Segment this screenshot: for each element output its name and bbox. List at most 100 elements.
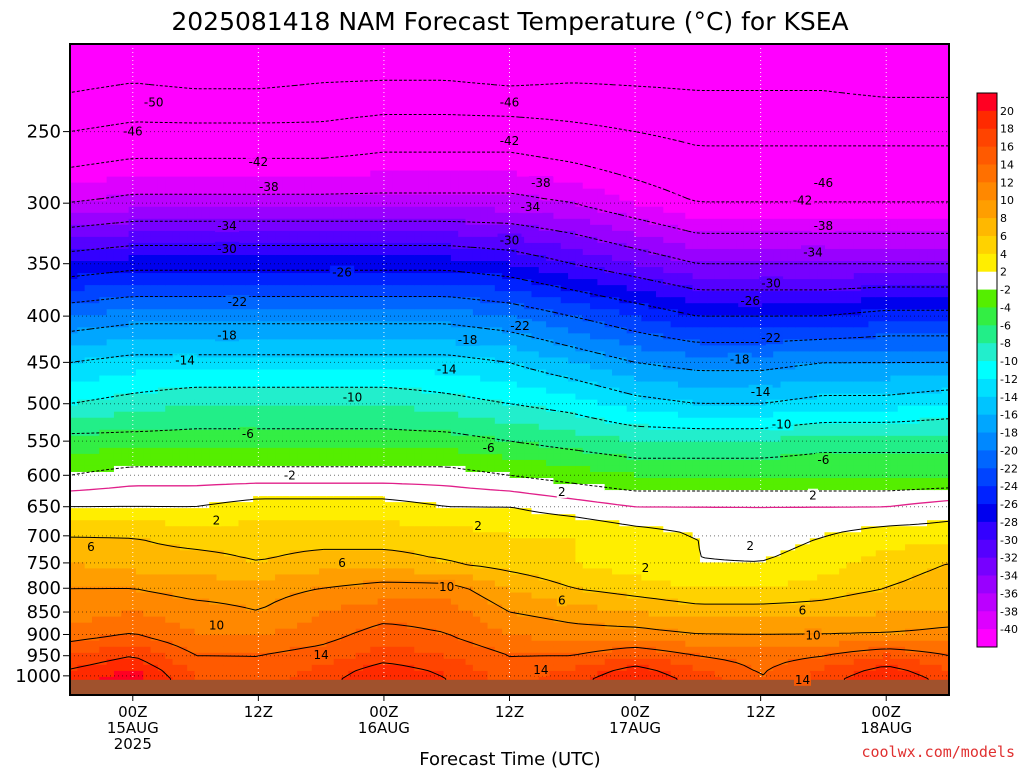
field-cell: [216, 375, 225, 383]
field-cell: [399, 411, 408, 419]
field-cell: [267, 550, 276, 557]
field-cell: [172, 170, 181, 178]
field-cell: [297, 447, 305, 455]
field-cell: [384, 502, 393, 509]
field-cell: [392, 622, 401, 630]
field-cell: [128, 44, 137, 51]
field-cell: [172, 188, 181, 196]
field-cell: [165, 116, 174, 123]
field-cell: [216, 496, 225, 503]
field-cell: [187, 387, 196, 395]
field-cell: [341, 92, 349, 99]
field-cell: [179, 327, 188, 334]
field-cell: [275, 279, 284, 286]
field-cell: [216, 586, 225, 594]
field-cell: [77, 598, 86, 606]
field-cell: [355, 363, 364, 371]
field-cell: [121, 604, 130, 612]
field-cell: [91, 459, 100, 467]
field-cell: [319, 315, 327, 322]
field-cell: [106, 405, 115, 413]
field-cell: [91, 170, 100, 178]
field-cell: [143, 146, 152, 154]
field-cell: [399, 242, 408, 250]
field-cell: [363, 230, 371, 238]
field-cell: [216, 206, 225, 214]
field-cell: [311, 592, 320, 600]
field-cell: [384, 62, 393, 69]
field-cell: [238, 640, 247, 648]
field-cell: [363, 508, 371, 515]
field-cell: [77, 303, 86, 310]
field-cell: [355, 230, 364, 238]
field-cell: [113, 387, 122, 395]
field-cell: [106, 622, 115, 630]
field-cell: [84, 496, 93, 503]
field-cell: [165, 393, 174, 401]
field-cell: [384, 447, 393, 455]
field-cell: [172, 556, 181, 563]
field-cell: [143, 339, 152, 346]
field-cell: [113, 658, 122, 666]
field-cell: [267, 285, 276, 292]
field-cell: [341, 598, 349, 606]
field-cell: [106, 496, 115, 503]
field-cell: [245, 478, 254, 485]
field-cell: [194, 381, 203, 389]
field-cell: [319, 598, 327, 606]
field-cell: [172, 128, 181, 136]
field-cell: [341, 429, 349, 437]
field-cell: [70, 556, 78, 563]
field-cell: [392, 399, 401, 407]
field-cell: [157, 429, 166, 437]
field-cell: [275, 254, 284, 262]
field-cell: [91, 152, 100, 160]
field-cell: [70, 212, 78, 220]
field-cell: [363, 604, 371, 612]
field-cell: [91, 423, 100, 431]
field-cell: [91, 242, 100, 250]
field-cell: [311, 339, 320, 346]
field-cell: [223, 345, 232, 353]
field-cell: [333, 110, 342, 117]
field-cell: [121, 496, 130, 503]
field-cell: [77, 242, 86, 250]
field-cell: [377, 508, 386, 515]
field-cell: [326, 303, 335, 310]
field-cell: [128, 526, 137, 533]
field-cell: [70, 393, 78, 401]
field-cell: [209, 544, 218, 551]
field-cell: [311, 212, 320, 220]
field-cell: [84, 490, 93, 497]
field-cell: [355, 333, 364, 340]
field-cell: [187, 194, 196, 202]
field-cell: [238, 520, 247, 527]
field-cell: [275, 514, 284, 521]
field-cell: [297, 610, 305, 618]
field-cell: [70, 351, 78, 359]
field-cell: [157, 369, 166, 377]
field-cell: [172, 212, 181, 220]
field-cell: [106, 502, 115, 509]
field-cell: [121, 261, 130, 268]
field-cell: [84, 357, 93, 365]
field-cell: [384, 164, 393, 172]
field-cell: [355, 188, 364, 196]
field-cell: [289, 146, 298, 154]
field-cell: [355, 508, 364, 515]
field-cell: [384, 273, 393, 280]
field-cell: [143, 640, 152, 648]
field-cell: [311, 478, 320, 485]
field-cell: [253, 68, 262, 75]
field-cell: [143, 652, 152, 660]
field-cell: [165, 128, 174, 136]
field-cell: [216, 44, 225, 51]
field-cell: [326, 218, 335, 226]
field-cell: [121, 345, 130, 353]
field-cell: [319, 568, 327, 576]
field-cell: [77, 56, 86, 63]
field-cell: [143, 224, 152, 232]
field-cell: [348, 478, 357, 485]
field-cell: [392, 194, 401, 202]
field-cell: [245, 44, 254, 51]
